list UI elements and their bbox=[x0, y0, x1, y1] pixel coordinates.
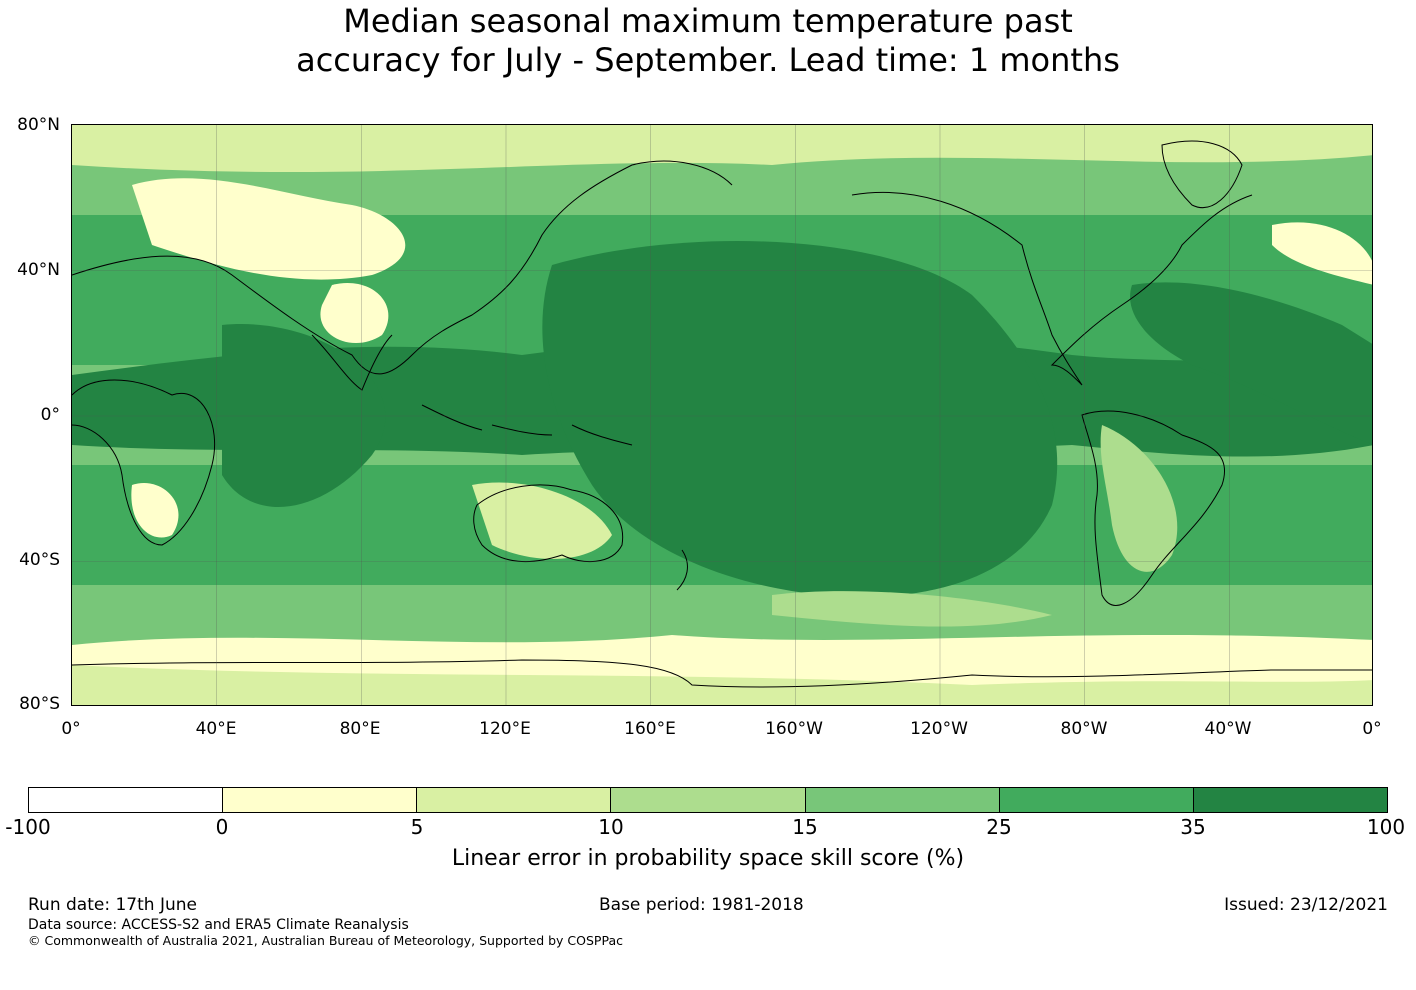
skill-zone-indian-ocean bbox=[222, 324, 386, 508]
coastline-indonesia bbox=[421, 404, 633, 446]
skill-zone-central-asia bbox=[320, 283, 389, 344]
coastline-eurasia bbox=[72, 160, 733, 375]
title-line-1: Median seasonal maximum temperature past bbox=[343, 2, 1073, 40]
skill-zone-north-atlantic bbox=[1272, 222, 1372, 285]
skill-zone-south-america bbox=[1100, 425, 1178, 572]
colorbar-tick: 0 bbox=[215, 815, 229, 839]
skill-zone-arctic bbox=[72, 125, 1372, 173]
skill-zone-antarctic-margin bbox=[72, 665, 1372, 705]
skill-zone-southern-africa bbox=[131, 483, 179, 538]
copyright: © Commonwealth of Australia 2021, Austra… bbox=[28, 933, 623, 948]
lon-label-80e: 80°E bbox=[339, 719, 381, 739]
colorbar-tick: 25 bbox=[986, 815, 1012, 839]
skill-zone-atlantic bbox=[1130, 282, 1372, 445]
skill-score-map bbox=[71, 124, 1373, 706]
lat-label-40n: 40°N bbox=[17, 260, 60, 280]
run-date: Run date: 17th June bbox=[28, 895, 197, 915]
lon-label-0-right: 0° bbox=[1362, 719, 1382, 739]
coastline-india bbox=[311, 334, 393, 391]
colorbar-bin-4 bbox=[611, 788, 806, 812]
lon-label-120w: 120°W bbox=[910, 719, 968, 739]
graticule bbox=[72, 125, 1372, 705]
lat-label-80s: 80°S bbox=[19, 694, 60, 714]
colorbar-bin-1 bbox=[29, 788, 224, 812]
colorbar-bin-7 bbox=[1193, 788, 1387, 812]
colorbar-tick: 5 bbox=[410, 815, 424, 839]
skill-zone-eurasia bbox=[132, 178, 406, 280]
coastline-new-zealand bbox=[676, 549, 688, 591]
coastline-north-america bbox=[851, 192, 1253, 386]
data-source: Data source: ACCESS-S2 and ERA5 Climate … bbox=[28, 917, 409, 933]
coastlines bbox=[72, 140, 1372, 688]
skill-zone-australia bbox=[472, 482, 612, 559]
colorbar-tick: 10 bbox=[598, 815, 624, 839]
lon-label-40w: 40°W bbox=[1204, 719, 1252, 739]
colorbar-bin-5 bbox=[805, 788, 1000, 812]
lon-label-160w: 160°W bbox=[765, 719, 823, 739]
coastline-africa bbox=[72, 379, 216, 546]
colorbar-tick: 100 bbox=[1366, 815, 1406, 839]
coastline-australia bbox=[473, 484, 624, 563]
chart-title: Median seasonal maximum temperature past… bbox=[0, 2, 1416, 80]
colorbar-tick: 35 bbox=[1180, 815, 1206, 839]
lat-label-80n: 80°N bbox=[17, 115, 60, 135]
coastline-south-america bbox=[1081, 410, 1226, 606]
coastline-greenland bbox=[1161, 140, 1243, 209]
lon-label-160e: 160°E bbox=[624, 719, 676, 739]
colorbar-tick: -100 bbox=[5, 815, 51, 839]
base-period: Base period: 1981-2018 bbox=[599, 895, 804, 915]
lat-label-equator: 0° bbox=[40, 405, 60, 425]
colorbar bbox=[28, 787, 1388, 813]
coastline-antarctica bbox=[72, 659, 1372, 688]
lon-label-0-left: 0° bbox=[61, 719, 81, 739]
lon-label-120e: 120°E bbox=[479, 719, 531, 739]
map-svg bbox=[72, 125, 1372, 705]
colorbar-tick: 15 bbox=[792, 815, 818, 839]
issued-date: Issued: 23/12/2021 bbox=[1224, 895, 1388, 915]
skill-zone-southern-ocean bbox=[772, 591, 1052, 627]
colorbar-bin-2 bbox=[223, 788, 418, 812]
skill-zone-pacific bbox=[542, 241, 1058, 597]
title-line-2: accuracy for July - September. Lead time… bbox=[296, 41, 1120, 79]
lat-label-40s: 40°S bbox=[19, 550, 60, 570]
colorbar-bin-3 bbox=[417, 788, 612, 812]
colorbar-bin-6 bbox=[999, 788, 1194, 812]
colorbar-label: Linear error in probability space skill … bbox=[451, 846, 965, 871]
lon-label-40e: 40°E bbox=[195, 719, 237, 739]
lon-label-80w: 80°W bbox=[1060, 719, 1108, 739]
